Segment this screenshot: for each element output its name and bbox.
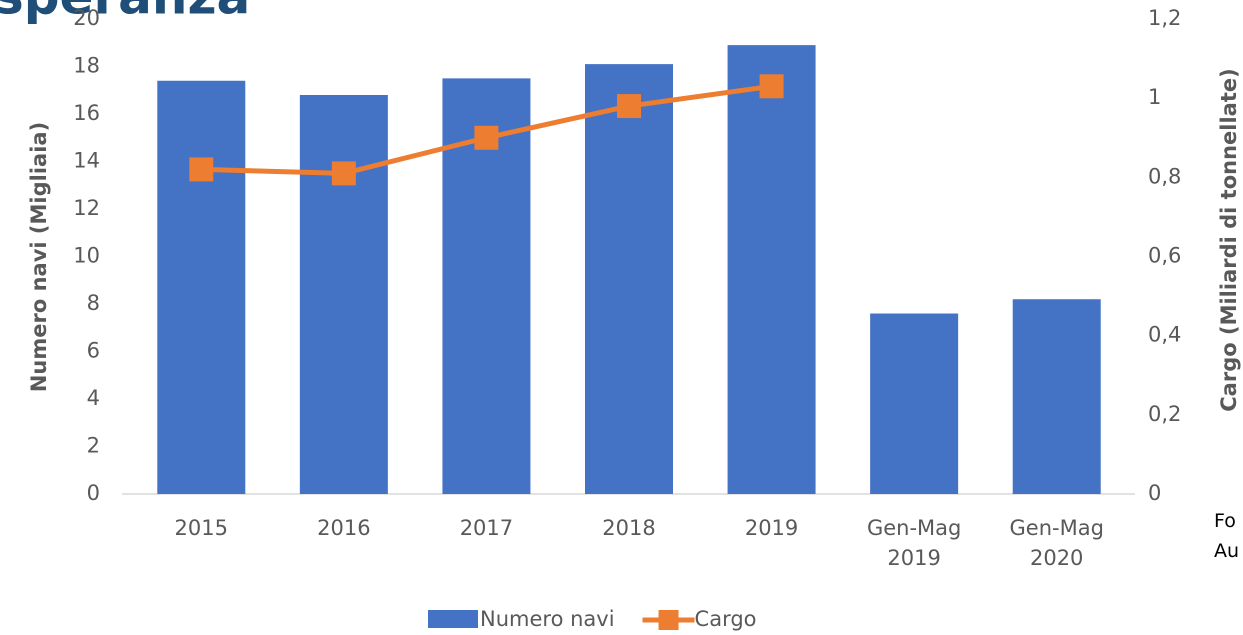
- x-tick-label: 2017: [459, 516, 514, 540]
- y2-tick-label: 0: [1148, 481, 1161, 505]
- bar: [157, 80, 246, 494]
- y-axis-title: Numero navi (Migliaia): [27, 122, 51, 392]
- y-tick-label: 2: [87, 434, 100, 458]
- y-tick-label: 12: [73, 196, 100, 220]
- legend-swatch: [428, 610, 478, 628]
- y-tick-label: 14: [73, 149, 100, 173]
- marker: [617, 94, 641, 119]
- x-tick-label: 2018: [602, 516, 656, 540]
- side-note: Au: [1214, 540, 1240, 562]
- bar: [1012, 299, 1101, 494]
- bar: [870, 313, 959, 494]
- y-tick-label: 16: [73, 101, 100, 125]
- x-tick-label: 2019: [744, 516, 799, 540]
- y2-tick-label: 0,6: [1148, 244, 1181, 268]
- x-tick-label: Gen-Mag 2019: [866, 516, 962, 570]
- marker: [474, 125, 499, 150]
- y2-tick-label: 0,8: [1148, 164, 1181, 188]
- marker: [189, 157, 214, 182]
- y2-tick-label: 1,2: [1148, 6, 1181, 30]
- marker: [759, 74, 784, 99]
- x-tick-label: Gen-Mag 2020: [1009, 516, 1104, 570]
- legend-label: Numero navi: [480, 607, 615, 631]
- x-tick-label: 2016: [317, 516, 371, 540]
- legend-label: Cargo: [695, 607, 757, 631]
- y-tick-label: 8: [87, 291, 100, 315]
- y-tick-label: 10: [73, 244, 100, 268]
- y2-tick-label: 1: [1148, 85, 1161, 109]
- y-tick-label: 18: [73, 54, 100, 78]
- bar: [299, 95, 388, 494]
- legend-swatch: [658, 610, 679, 630]
- side-note: Fo: [1214, 510, 1236, 532]
- y2-tick-label: 0,4: [1148, 323, 1181, 347]
- y2-axis-title: Cargo (Miliardi di tonnellate): [1217, 68, 1241, 411]
- y-tick-label: 20: [73, 6, 100, 30]
- y-tick-label: 4: [87, 386, 100, 410]
- x-tick-label: 2015: [174, 516, 228, 540]
- bar: [585, 64, 673, 494]
- y-tick-label: 0: [87, 481, 100, 505]
- marker: [331, 161, 356, 186]
- y2-tick-label: 0,2: [1148, 402, 1181, 426]
- y-tick-label: 6: [87, 339, 100, 363]
- bar: [727, 45, 816, 494]
- chart-title: speranza: [0, 0, 250, 26]
